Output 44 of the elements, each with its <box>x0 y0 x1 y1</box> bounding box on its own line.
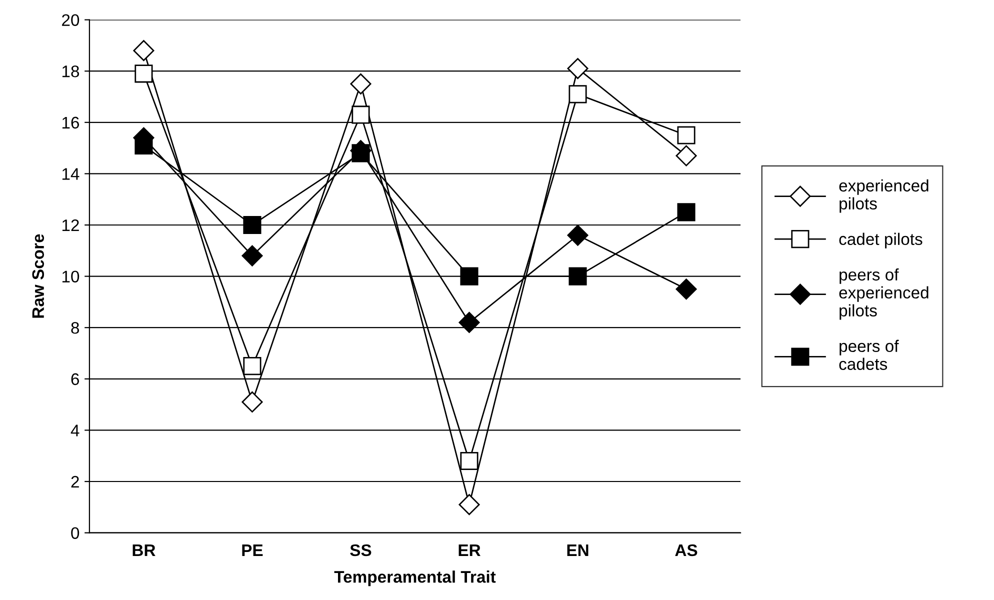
point <box>242 391 263 412</box>
y-tick-label: 6 <box>71 373 80 386</box>
point <box>568 85 587 104</box>
point <box>677 203 696 222</box>
point <box>134 64 153 83</box>
legend-label: peers of experienced pilots <box>839 268 928 320</box>
y-axis-title: Raw Score <box>32 234 44 318</box>
point <box>243 216 262 234</box>
x-tick-label: SS <box>350 544 372 556</box>
y-tick-label: 2 <box>71 476 79 488</box>
point <box>133 40 154 62</box>
x-tick-label: ER <box>458 544 480 556</box>
legend-label: peers of cadets <box>839 340 899 370</box>
y-tick-label: 18 <box>62 66 80 78</box>
y-tick-label: 10 <box>62 270 80 283</box>
point <box>460 452 478 470</box>
y-tick-label: 4 <box>70 424 80 436</box>
point <box>352 144 370 162</box>
point <box>350 73 372 94</box>
x-tick-label: PE <box>242 544 263 556</box>
x-tick-label: EN <box>567 544 588 556</box>
point <box>567 224 588 246</box>
x-tick-label: BR <box>132 544 156 556</box>
y-tick-label: 12 <box>62 219 79 232</box>
point <box>677 126 696 144</box>
y-tick-label: 0 <box>71 527 80 540</box>
point <box>243 357 262 376</box>
point <box>458 312 480 333</box>
x-axis-title: Temperamental Trait <box>334 570 496 586</box>
point <box>458 494 480 516</box>
point <box>676 278 697 300</box>
point <box>460 267 478 286</box>
x-tick-label: AS <box>675 544 698 556</box>
legend-label: cadet pilots <box>839 232 922 248</box>
y-tick-label: 8 <box>71 322 80 334</box>
point <box>567 58 588 80</box>
point <box>676 145 697 166</box>
y-tick-label: 14 <box>62 168 80 180</box>
legend-label: experienced pilots <box>839 179 928 213</box>
y-tick-label: 16 <box>62 116 80 129</box>
point <box>242 245 263 266</box>
point <box>352 106 370 124</box>
point <box>568 267 587 286</box>
y-tick-label: 20 <box>62 14 80 26</box>
